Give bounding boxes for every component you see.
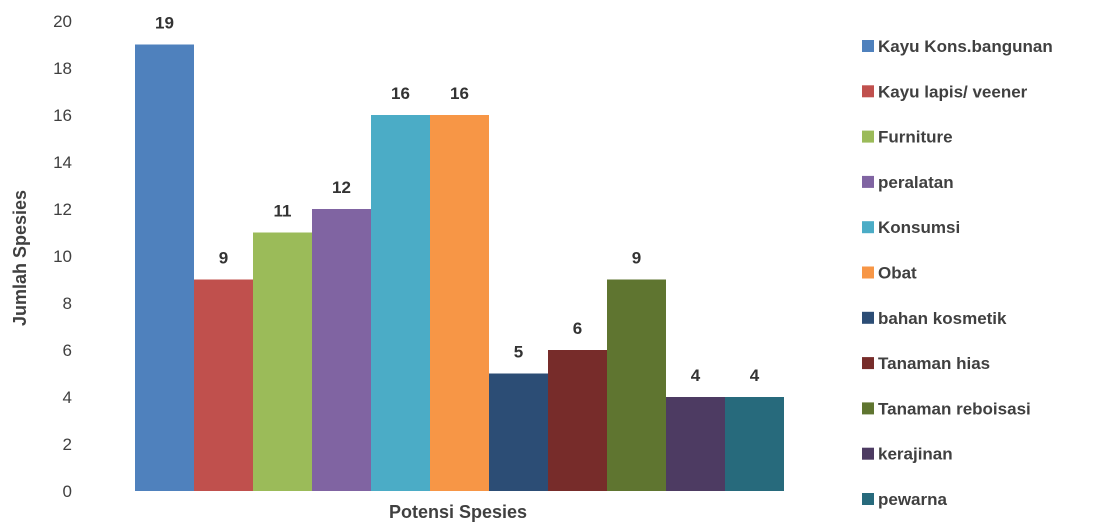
legend-label: Konsumsi bbox=[878, 218, 960, 237]
legend-swatch bbox=[862, 402, 874, 415]
data-labels: 19 9 11 12 16 16 5 6 9 4 4 bbox=[155, 14, 760, 386]
legend-label: Kayu lapis/ veener bbox=[878, 82, 1028, 101]
data-label: 16 bbox=[450, 84, 469, 103]
legend-swatch bbox=[862, 493, 874, 505]
y-tick-label: 2 bbox=[63, 435, 72, 454]
legend-swatch bbox=[862, 447, 874, 460]
bar-tanaman-hias bbox=[548, 350, 607, 491]
legend-label: Tanaman hias bbox=[878, 354, 990, 373]
legend-swatch bbox=[862, 175, 874, 188]
legend-swatch bbox=[862, 266, 874, 279]
bar-pewarna bbox=[725, 397, 784, 491]
y-tick-label: 0 bbox=[63, 482, 72, 501]
bar-kayu-kons-bangunan bbox=[135, 44, 194, 491]
bar-obat bbox=[430, 115, 489, 491]
legend-label: Tanaman reboisasi bbox=[878, 399, 1031, 418]
legend-swatch bbox=[862, 357, 874, 370]
bar-peralatan bbox=[312, 209, 371, 491]
y-tick-label: 12 bbox=[53, 200, 72, 219]
legend: Kayu Kons.bangunan Kayu lapis/ veener Furn… bbox=[862, 37, 1053, 509]
legend-label: pewarna bbox=[878, 490, 948, 509]
bar-kerajinan bbox=[666, 397, 725, 491]
y-tick-label: 4 bbox=[63, 388, 72, 407]
y-axis-title: Jumlah Spesies bbox=[10, 190, 30, 326]
legend-label: kerajinan bbox=[878, 445, 953, 464]
data-label: 12 bbox=[332, 178, 351, 197]
bar-konsumsi bbox=[371, 115, 430, 491]
y-tick-label: 16 bbox=[53, 106, 72, 125]
data-label: 5 bbox=[514, 343, 523, 362]
y-tick-label: 18 bbox=[53, 59, 72, 78]
y-tick-label: 20 bbox=[53, 12, 72, 31]
data-label: 4 bbox=[750, 366, 760, 385]
data-label: 11 bbox=[274, 202, 292, 221]
data-label: 4 bbox=[691, 366, 701, 385]
legend-swatch bbox=[862, 85, 874, 98]
legend-label: peralatan bbox=[878, 173, 954, 192]
legend-label: bahan kosmetik bbox=[878, 309, 1007, 328]
bar-kayu-lapis-veener bbox=[194, 279, 253, 491]
y-tick-label: 14 bbox=[53, 153, 72, 172]
legend-label: Obat bbox=[878, 264, 917, 283]
legend-swatch bbox=[862, 130, 874, 143]
y-tick-label: 10 bbox=[53, 247, 72, 266]
legend-swatch bbox=[862, 40, 874, 52]
y-tick-label: 8 bbox=[63, 294, 72, 313]
legend-label: Furniture bbox=[878, 128, 953, 147]
bars bbox=[135, 44, 784, 491]
legend-swatch bbox=[862, 311, 874, 324]
data-label: 16 bbox=[391, 84, 410, 103]
data-label: 9 bbox=[219, 249, 228, 268]
bar-bahan-kosmetik bbox=[489, 373, 548, 491]
data-label: 9 bbox=[632, 249, 641, 268]
bar-tanaman-reboisasi bbox=[607, 279, 666, 491]
legend-swatch bbox=[862, 221, 874, 234]
y-axis-ticks: 0 2 4 6 8 10 12 14 16 18 20 bbox=[53, 12, 72, 501]
x-axis-title: Potensi Spesies bbox=[389, 502, 527, 522]
data-label: 6 bbox=[573, 319, 582, 338]
legend-label: Kayu Kons.bangunan bbox=[878, 37, 1053, 56]
data-label: 19 bbox=[155, 14, 174, 33]
y-tick-label: 6 bbox=[63, 341, 72, 360]
bar-furniture bbox=[253, 232, 312, 491]
